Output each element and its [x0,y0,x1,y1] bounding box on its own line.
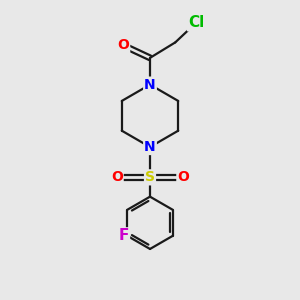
Text: O: O [177,170,189,184]
Text: S: S [145,170,155,184]
Text: O: O [111,170,123,184]
Text: Cl: Cl [188,15,204,30]
Text: N: N [144,78,156,92]
Text: N: N [144,140,156,154]
Text: F: F [118,228,129,243]
Text: O: O [117,38,129,52]
